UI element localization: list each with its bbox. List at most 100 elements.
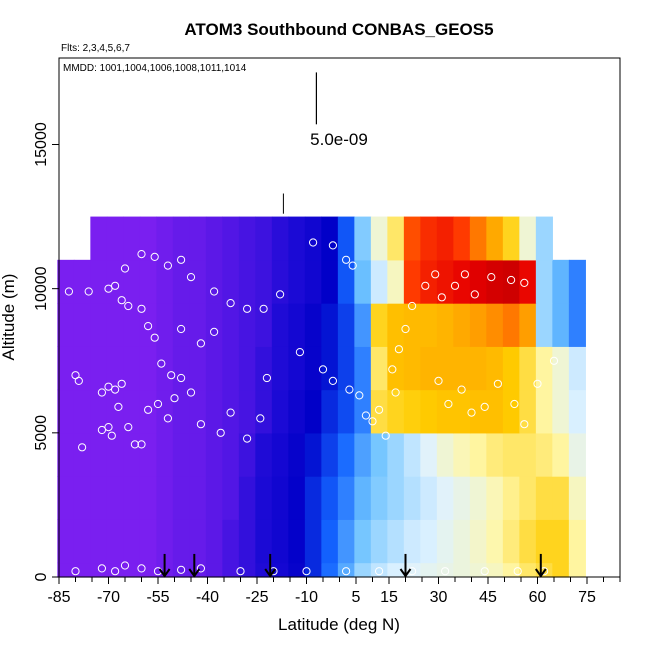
sample-point xyxy=(107,431,116,440)
sample-point xyxy=(342,567,351,576)
x-tick-label: -25 xyxy=(245,589,268,606)
y-tick-label: 5000 xyxy=(33,415,50,451)
heatmap-cell xyxy=(222,519,240,564)
heatmap-cell xyxy=(139,476,157,520)
heatmap-cell xyxy=(568,259,586,304)
heatmap-cell xyxy=(238,519,256,564)
sample-point xyxy=(276,290,285,299)
heatmap-cell xyxy=(90,259,108,304)
x-tick-label: -10 xyxy=(295,589,318,606)
heatmap-cell xyxy=(57,303,75,347)
heatmap-cell xyxy=(255,389,273,434)
scale-bar-label: 5.0e-09 xyxy=(310,130,368,149)
sample-point xyxy=(144,405,153,414)
heatmap-cell xyxy=(436,519,454,564)
heatmap-cell xyxy=(106,303,124,347)
heatmap-cell xyxy=(73,389,91,434)
heatmap-cell xyxy=(469,303,487,347)
heatmap-cell xyxy=(502,432,520,477)
heatmap-cell xyxy=(172,519,190,564)
heatmap-cell xyxy=(271,432,289,477)
heatmap-cell xyxy=(337,303,355,347)
sample-point xyxy=(177,255,186,264)
sample-point xyxy=(124,423,133,432)
sample-point xyxy=(431,270,440,279)
sample-point xyxy=(408,301,417,311)
heatmap-cell xyxy=(568,389,586,434)
heatmap-cell xyxy=(453,432,471,477)
heatmap-cell xyxy=(123,519,141,564)
heatmap-cell xyxy=(255,303,273,347)
heatmap-cell xyxy=(222,216,240,261)
heatmap-cell xyxy=(486,259,504,304)
sample-point xyxy=(493,379,502,388)
heatmap-cell xyxy=(420,216,438,261)
heatmap-cell xyxy=(90,432,108,477)
heatmap-cell xyxy=(304,346,322,391)
heatmap-cell xyxy=(57,259,75,304)
sample-point xyxy=(401,324,410,334)
heatmap-cell xyxy=(288,259,306,304)
sample-point xyxy=(137,440,146,449)
heatmap-cell xyxy=(222,259,240,304)
y-axis: 0 5000 10000 15000 xyxy=(33,122,59,581)
heatmap-cell xyxy=(205,346,223,391)
heatmap-cell xyxy=(387,216,405,261)
flight-arrows xyxy=(158,553,547,578)
sample-point xyxy=(309,238,318,247)
sample-point xyxy=(394,345,403,354)
sample-point xyxy=(262,373,271,383)
heatmap-cell xyxy=(436,216,454,261)
sample-point xyxy=(163,414,172,423)
heatmap-cell xyxy=(519,216,537,261)
heatmap-cell xyxy=(57,389,75,434)
heatmap-cell xyxy=(420,519,438,564)
heatmap-cell xyxy=(370,216,388,261)
heatmap-cell xyxy=(271,389,289,434)
sample-point xyxy=(226,299,235,308)
heatmap-cell xyxy=(469,216,487,261)
sample-point xyxy=(78,443,87,452)
heatmap-cell xyxy=(106,216,124,261)
heatmap-cell xyxy=(486,216,504,261)
heatmap-cell xyxy=(552,303,570,347)
heatmap-cell xyxy=(205,519,223,564)
heatmap-cell xyxy=(387,259,405,304)
heatmap-cell xyxy=(255,259,273,304)
heatmap-cell xyxy=(403,389,421,434)
heatmap-cell xyxy=(568,519,586,564)
sample-point xyxy=(467,408,476,417)
sample-point xyxy=(97,564,107,573)
heatmap-cell xyxy=(568,432,586,477)
sample-point xyxy=(487,273,496,282)
sample-point xyxy=(216,428,225,437)
sample-point xyxy=(111,281,120,290)
heatmap-cell xyxy=(387,303,405,347)
heatmap-cell xyxy=(255,519,273,564)
sample-point xyxy=(157,359,166,368)
heatmap-cell xyxy=(205,303,223,347)
sample-point xyxy=(368,417,377,426)
heatmap-cell xyxy=(552,346,570,391)
sample-point xyxy=(441,567,450,576)
heatmap-cell xyxy=(568,562,586,578)
heatmap-cell xyxy=(57,519,75,564)
heatmap-cell xyxy=(222,476,240,520)
sample-point xyxy=(520,420,529,429)
sample-point xyxy=(104,284,113,293)
heatmap-cell xyxy=(552,259,570,304)
sample-point xyxy=(243,434,252,443)
heatmap-cell xyxy=(535,476,553,520)
heatmap-cell xyxy=(420,432,438,477)
sample-point xyxy=(450,281,460,290)
heatmap-cell xyxy=(370,432,388,477)
sample-point xyxy=(104,382,113,391)
sample-point xyxy=(196,420,205,429)
heatmap-cell xyxy=(205,476,223,520)
heatmap-cell xyxy=(436,389,454,434)
sample-point xyxy=(144,322,153,331)
dates-label: MMDD: 1001,1004,1006,1008,1011,1014 xyxy=(63,63,247,74)
heatmap-cell xyxy=(57,562,75,578)
heatmap-cell xyxy=(502,519,520,564)
heatmap-cell xyxy=(73,562,91,578)
